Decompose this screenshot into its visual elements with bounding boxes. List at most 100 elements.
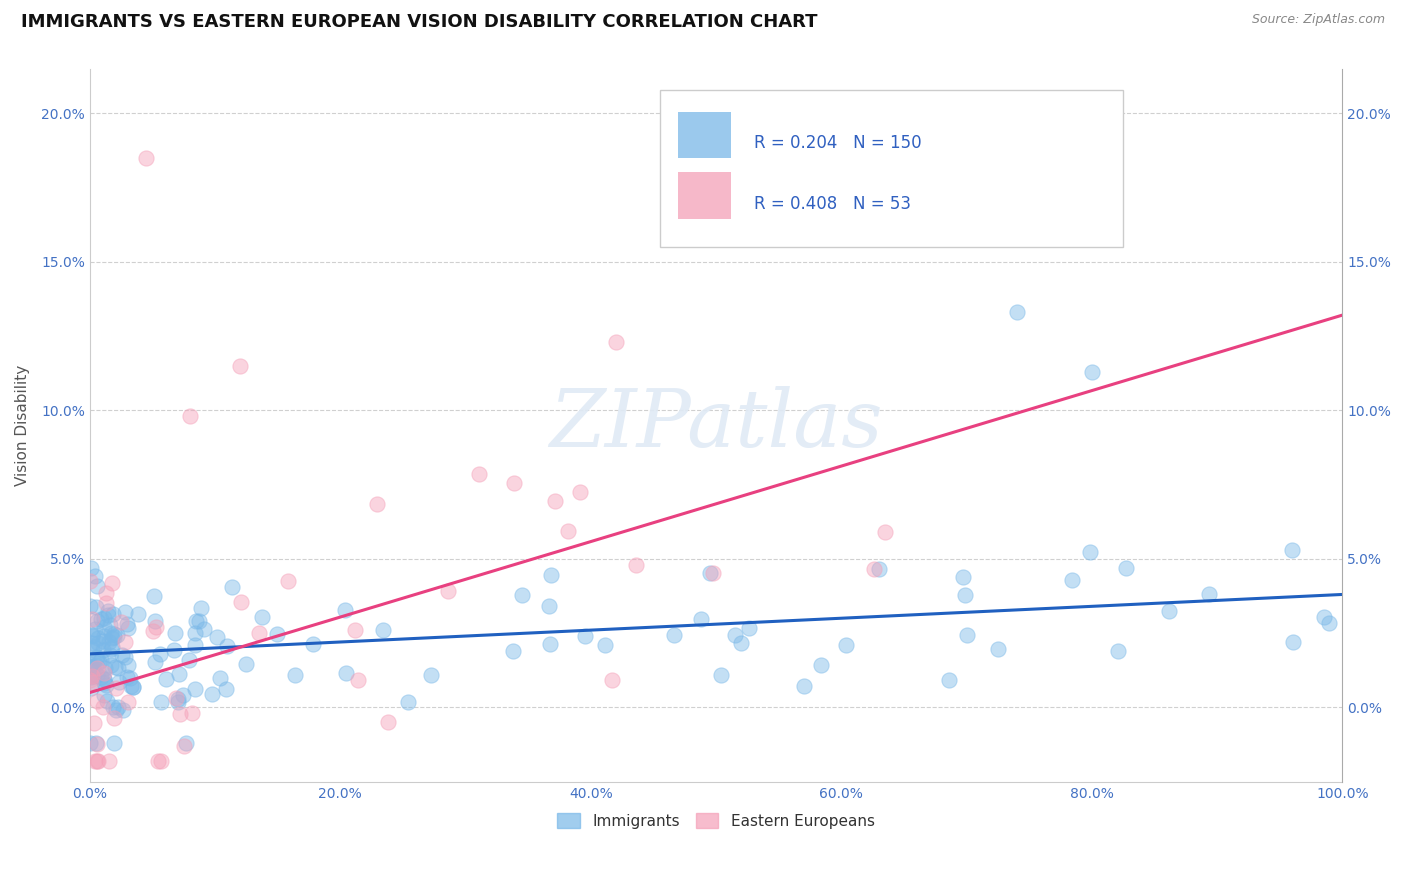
Point [91, 642, 114, 657]
Point [600, 673, 623, 688]
Point [366, 497, 388, 511]
Point [179, 409, 201, 424]
Point [86, 579, 108, 593]
Point [699, 566, 721, 580]
Point [97, 604, 120, 618]
Point [120, 679, 142, 693]
Point [150, 754, 173, 768]
Point [79, 670, 101, 684]
Point [626, 558, 648, 572]
Point [82, 660, 104, 674]
Text: R = 0.204   N = 150: R = 0.204 N = 150 [754, 135, 921, 153]
Point [176, 736, 198, 750]
Point [247, 626, 270, 640]
Point [266, 627, 288, 641]
Point [91, 633, 114, 648]
Point [145, 655, 167, 669]
Point [103, 627, 125, 641]
Point [86, 737, 108, 751]
Point [150, 694, 173, 708]
Point [79, 574, 101, 588]
Point [114, 605, 136, 619]
Point [938, 673, 960, 687]
Point [952, 570, 974, 584]
Point [155, 672, 177, 686]
Point [184, 614, 207, 628]
Point [115, 617, 138, 632]
Point [1317, 615, 1340, 630]
Point [1062, 573, 1084, 587]
Text: ZIPatlas: ZIPatlas [550, 386, 883, 464]
Point [167, 667, 190, 681]
Point [188, 614, 211, 628]
Point [468, 467, 491, 482]
Point [82, 628, 104, 642]
Point [111, 648, 134, 662]
Point [93, 675, 115, 690]
Point [105, 681, 128, 695]
Point [100, 642, 122, 657]
Point [94, 661, 117, 675]
Point [793, 679, 815, 693]
Point [1115, 561, 1137, 575]
Point [335, 602, 357, 616]
Point [86, 694, 108, 708]
Point [103, 630, 125, 644]
Point [1081, 365, 1104, 379]
Point [502, 644, 524, 658]
Point [100, 632, 122, 646]
Point [167, 692, 190, 706]
Y-axis label: Vision Disability: Vision Disability [15, 365, 30, 486]
Point [544, 494, 567, 508]
Point [83, 640, 105, 654]
Point [114, 649, 136, 664]
Legend: Immigrants, Eastern Europeans: Immigrants, Eastern Europeans [551, 806, 880, 835]
Point [284, 667, 307, 681]
Point [593, 638, 616, 652]
Point [122, 680, 145, 694]
Point [84, 622, 107, 636]
Point [738, 621, 761, 635]
Point [107, 699, 129, 714]
Point [80, 669, 103, 683]
Point [724, 628, 747, 642]
Point [335, 665, 357, 680]
Point [868, 562, 890, 576]
Point [94, 596, 117, 610]
Point [167, 695, 190, 709]
Point [347, 673, 370, 688]
Point [84, 736, 107, 750]
Point [690, 612, 713, 626]
Point [1107, 644, 1129, 658]
Text: IMMIGRANTS VS EASTERN EUROPEAN VISION DISABILITY CORRELATION CHART: IMMIGRANTS VS EASTERN EUROPEAN VISION DI… [21, 13, 818, 31]
Point [80, 560, 103, 574]
Point [143, 614, 166, 628]
Point [94, 678, 117, 692]
Point [79, 599, 101, 614]
Point [114, 635, 136, 649]
Point [540, 568, 562, 582]
Point [103, 736, 125, 750]
Point [863, 562, 886, 576]
Point [80, 612, 103, 626]
Point [149, 648, 172, 662]
Point [79, 736, 101, 750]
Point [86, 661, 108, 675]
Point [184, 626, 207, 640]
Point [84, 599, 107, 614]
Point [90, 670, 112, 684]
Point [80, 635, 103, 649]
Point [79, 669, 101, 683]
Point [80, 681, 103, 695]
Point [605, 334, 627, 349]
Point [163, 642, 186, 657]
Point [135, 151, 157, 165]
Point [250, 609, 273, 624]
Point [419, 668, 441, 682]
Point [80, 629, 103, 643]
Point [80, 660, 103, 674]
Point [93, 611, 115, 625]
Point [98, 618, 121, 632]
Point [184, 638, 207, 652]
Point [98, 648, 121, 662]
